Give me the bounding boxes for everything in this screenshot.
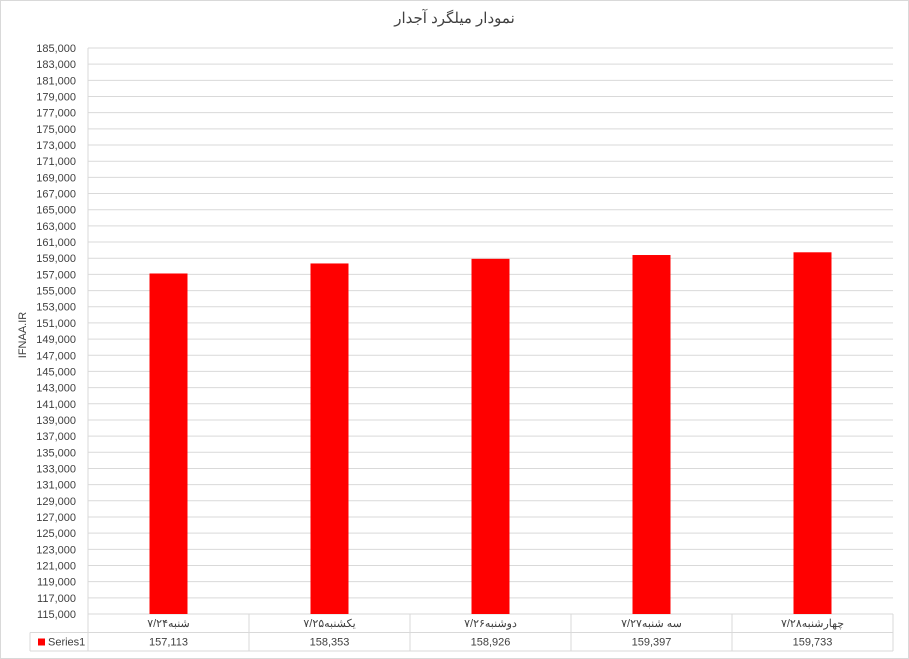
y-tick-label: 179,000 [36,92,76,104]
y-tick-label: 171,000 [36,156,76,168]
y-tick-label: 165,000 [36,205,76,217]
data-table-value: 158,926 [471,637,511,649]
y-tick-label: 123,000 [36,544,76,556]
y-axis-label: IFNAA.IR [17,312,29,359]
y-tick-label: 145,000 [36,366,76,378]
y-tick-label: 153,000 [36,302,76,314]
y-tick-label: 173,000 [36,140,76,152]
legend-label: Series1 [48,637,85,649]
y-tick-label: 129,000 [36,496,76,508]
y-tick-label: 135,000 [36,447,76,459]
data-table-value: 157,113 [149,637,188,649]
y-tick-label: 119,000 [37,577,76,589]
y-tick-label: 127,000 [36,512,76,524]
y-tick-label: 161,000 [36,237,76,249]
y-tick-label: 125,000 [36,528,76,540]
y-tick-label: 185,000 [36,43,76,55]
y-tick-label: 115,000 [37,609,76,621]
data-table-value: 159,733 [793,637,833,649]
data-table-value: 158,353 [310,637,350,649]
y-tick-label: 163,000 [36,221,76,233]
y-tick-label: 167,000 [36,189,76,201]
y-tick-label: 139,000 [36,415,76,427]
y-tick-label: 183,000 [36,59,76,71]
y-tick-label: 141,000 [36,399,76,411]
y-tick-label: 181,000 [36,75,76,87]
y-tick-label: 121,000 [36,560,76,572]
y-tick-label: 169,000 [36,172,76,184]
x-category-label: سه شنبه۷/۲۷ [621,618,682,630]
x-category-label: یکشنبه۷/۲۵ [303,618,355,630]
x-category-label: چهارشنبه۷/۲۸ [781,618,844,630]
y-tick-label: 147,000 [36,350,76,362]
y-tick-label: 137,000 [36,431,76,443]
data-table-value: 159,397 [632,637,672,649]
legend-key [38,638,45,646]
y-tick-label: 157,000 [36,269,76,281]
bar [632,255,671,614]
bar [793,252,832,614]
bar [149,273,188,614]
x-category-label: دوشنبه۷/۲۶ [464,618,517,630]
y-tick-label: 159,000 [36,253,76,265]
y-tick-label: 151,000 [36,318,76,330]
x-category-label: شنبه۷/۲۴ [147,618,190,630]
y-tick-label: 155,000 [36,286,76,298]
y-tick-label: 143,000 [36,383,76,395]
y-tick-label: 177,000 [36,108,76,120]
y-tick-label: 131,000 [36,480,76,492]
y-tick-label: 117,000 [37,593,76,605]
y-tick-label: 133,000 [36,463,76,475]
bar [310,263,349,614]
bar [471,258,510,614]
y-tick-label: 149,000 [36,334,76,346]
y-tick-label: 175,000 [36,124,76,136]
chart-title: نمودار میلگرد آجدار [394,10,515,27]
